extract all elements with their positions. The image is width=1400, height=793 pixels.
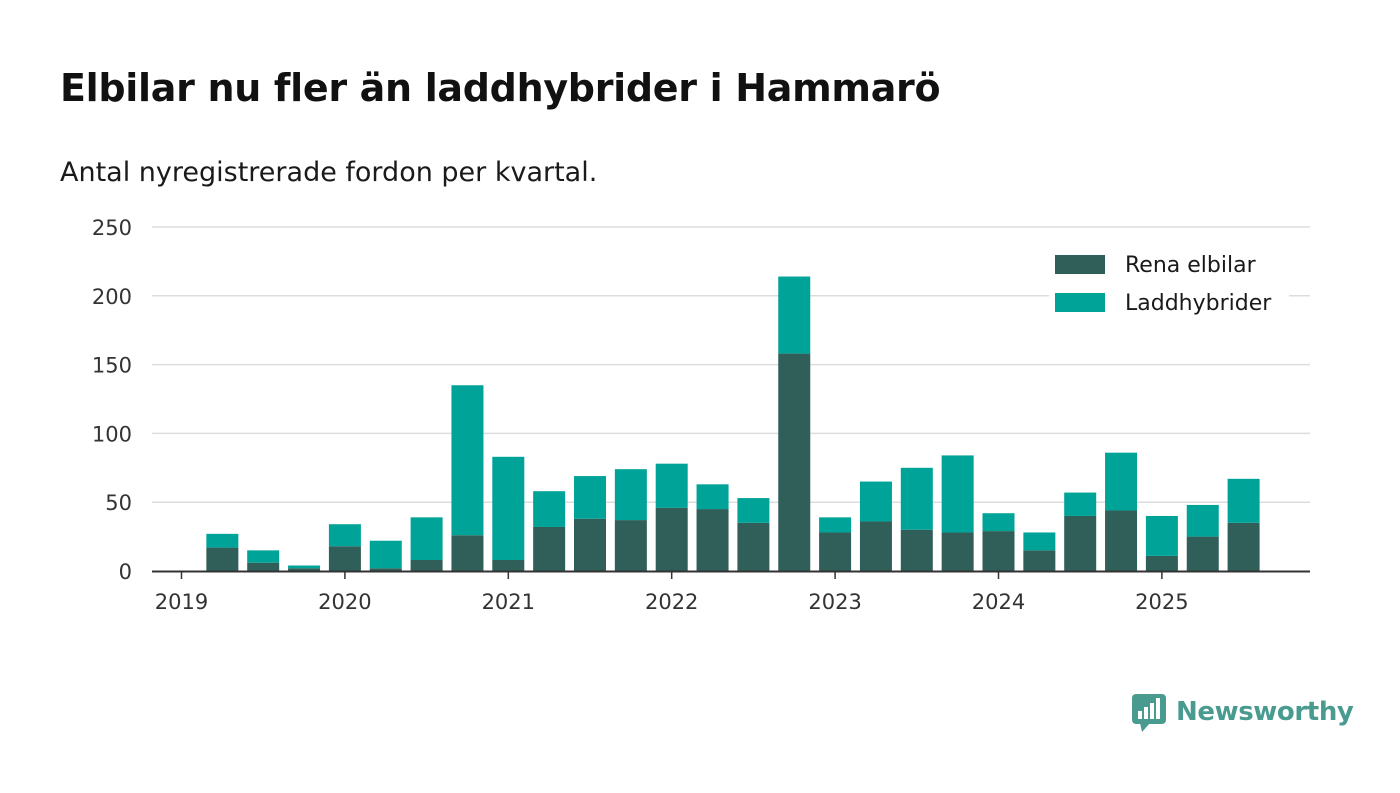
- bar-laddhybrider: [1227, 478, 1260, 523]
- bar-laddhybrider: [206, 533, 239, 548]
- bar-rena-elbilar: [982, 531, 1015, 571]
- legend-swatch: [1055, 255, 1105, 274]
- x-tick-label: 2022: [645, 590, 698, 614]
- bar-laddhybrider: [1105, 452, 1138, 511]
- x-tick-label: 2025: [1135, 590, 1188, 614]
- bar-laddhybrider: [655, 463, 688, 508]
- x-tick-label: 2019: [155, 590, 208, 614]
- bar-laddhybrider: [410, 517, 443, 560]
- bar-laddhybrider: [696, 484, 729, 510]
- bar-laddhybrider: [1064, 492, 1097, 516]
- bars: [206, 276, 1260, 571]
- y-tick-label: 150: [92, 354, 132, 378]
- bar-laddhybrider: [247, 550, 280, 563]
- legend-item-rena-elbilar: Rena elbilar: [1125, 253, 1257, 278]
- bar-laddhybrider: [1023, 532, 1056, 551]
- bar-rena-elbilar: [574, 518, 606, 571]
- bar-rena-elbilar: [288, 568, 321, 571]
- bar-rena-elbilar: [1186, 536, 1219, 571]
- gridlines: 0 50 100 150 200 250: [92, 216, 1310, 584]
- bar-laddhybrider: [369, 540, 402, 569]
- bar-rena-elbilar: [492, 559, 525, 571]
- chart-subtitle: Antal nyregistrerade fordon per kvartal.: [60, 157, 598, 188]
- legend-item-laddhybrider: Laddhybrider: [1125, 291, 1272, 316]
- x-tick-label: 2021: [482, 590, 535, 614]
- bar-laddhybrider: [982, 513, 1015, 532]
- bar-laddhybrider: [328, 524, 361, 547]
- y-tick-label: 50: [105, 491, 132, 515]
- bar-rena-elbilar: [533, 526, 566, 571]
- bar-laddhybrider: [451, 385, 484, 536]
- bar-rena-elbilar: [614, 520, 647, 571]
- bar-rena-elbilar: [369, 568, 402, 571]
- bar-laddhybrider: [288, 565, 321, 569]
- bar-rena-elbilar: [778, 353, 811, 571]
- bar-laddhybrider: [859, 481, 892, 522]
- bar-rena-elbilar: [1145, 555, 1178, 571]
- bar-rena-elbilar: [1064, 515, 1097, 571]
- legend: Rena elbilar Laddhybrider: [1049, 249, 1289, 319]
- bar-laddhybrider: [492, 456, 525, 560]
- bar-rena-elbilar: [859, 521, 892, 571]
- brand-name: Newsworthy: [1176, 697, 1354, 727]
- bar-laddhybrider: [533, 491, 566, 527]
- bar-rena-elbilar: [1023, 550, 1056, 571]
- bar-rena-elbilar: [1227, 522, 1260, 571]
- bar-rena-elbilar: [696, 509, 729, 571]
- bar-rena-elbilar: [900, 529, 933, 571]
- bar-rena-elbilar: [451, 535, 484, 571]
- bar-rena-elbilar: [206, 547, 239, 571]
- x-tick-label: 2020: [318, 590, 371, 614]
- bar-rena-elbilar: [819, 532, 852, 571]
- x-tick-label: 2023: [808, 590, 861, 614]
- bar-laddhybrider: [819, 517, 852, 533]
- bar-laddhybrider: [1145, 515, 1178, 556]
- bar-laddhybrider: [778, 276, 811, 354]
- bar-rena-elbilar: [328, 546, 361, 571]
- newsworthy-brand: Newsworthy: [1132, 690, 1354, 734]
- bar-laddhybrider: [941, 455, 974, 533]
- y-tick-label: 100: [92, 422, 132, 446]
- bar-laddhybrider: [614, 469, 647, 521]
- bar-laddhybrider: [737, 498, 770, 523]
- bar-rena-elbilar: [941, 532, 974, 571]
- bar-rena-elbilar: [247, 562, 280, 571]
- x-axis: 2019 2020 2021 2022 2023 2024 2025: [152, 570, 1310, 614]
- newsworthy-logo-icon: [1132, 694, 1166, 732]
- y-tick-label: 250: [92, 216, 132, 240]
- bar-laddhybrider: [1186, 504, 1219, 537]
- y-tick-label: 200: [92, 285, 132, 309]
- bar-laddhybrider: [574, 476, 606, 519]
- chart-title: Elbilar nu fler än laddhybrider i Hammar…: [60, 66, 941, 110]
- x-tick-label: 2024: [972, 590, 1025, 614]
- bar-laddhybrider: [900, 467, 933, 530]
- bar-rena-elbilar: [655, 507, 688, 571]
- legend-swatch: [1055, 293, 1105, 312]
- y-tick-label: 0: [119, 560, 132, 584]
- bar-rena-elbilar: [410, 559, 443, 571]
- bar-rena-elbilar: [737, 522, 770, 571]
- bar-rena-elbilar: [1105, 510, 1138, 571]
